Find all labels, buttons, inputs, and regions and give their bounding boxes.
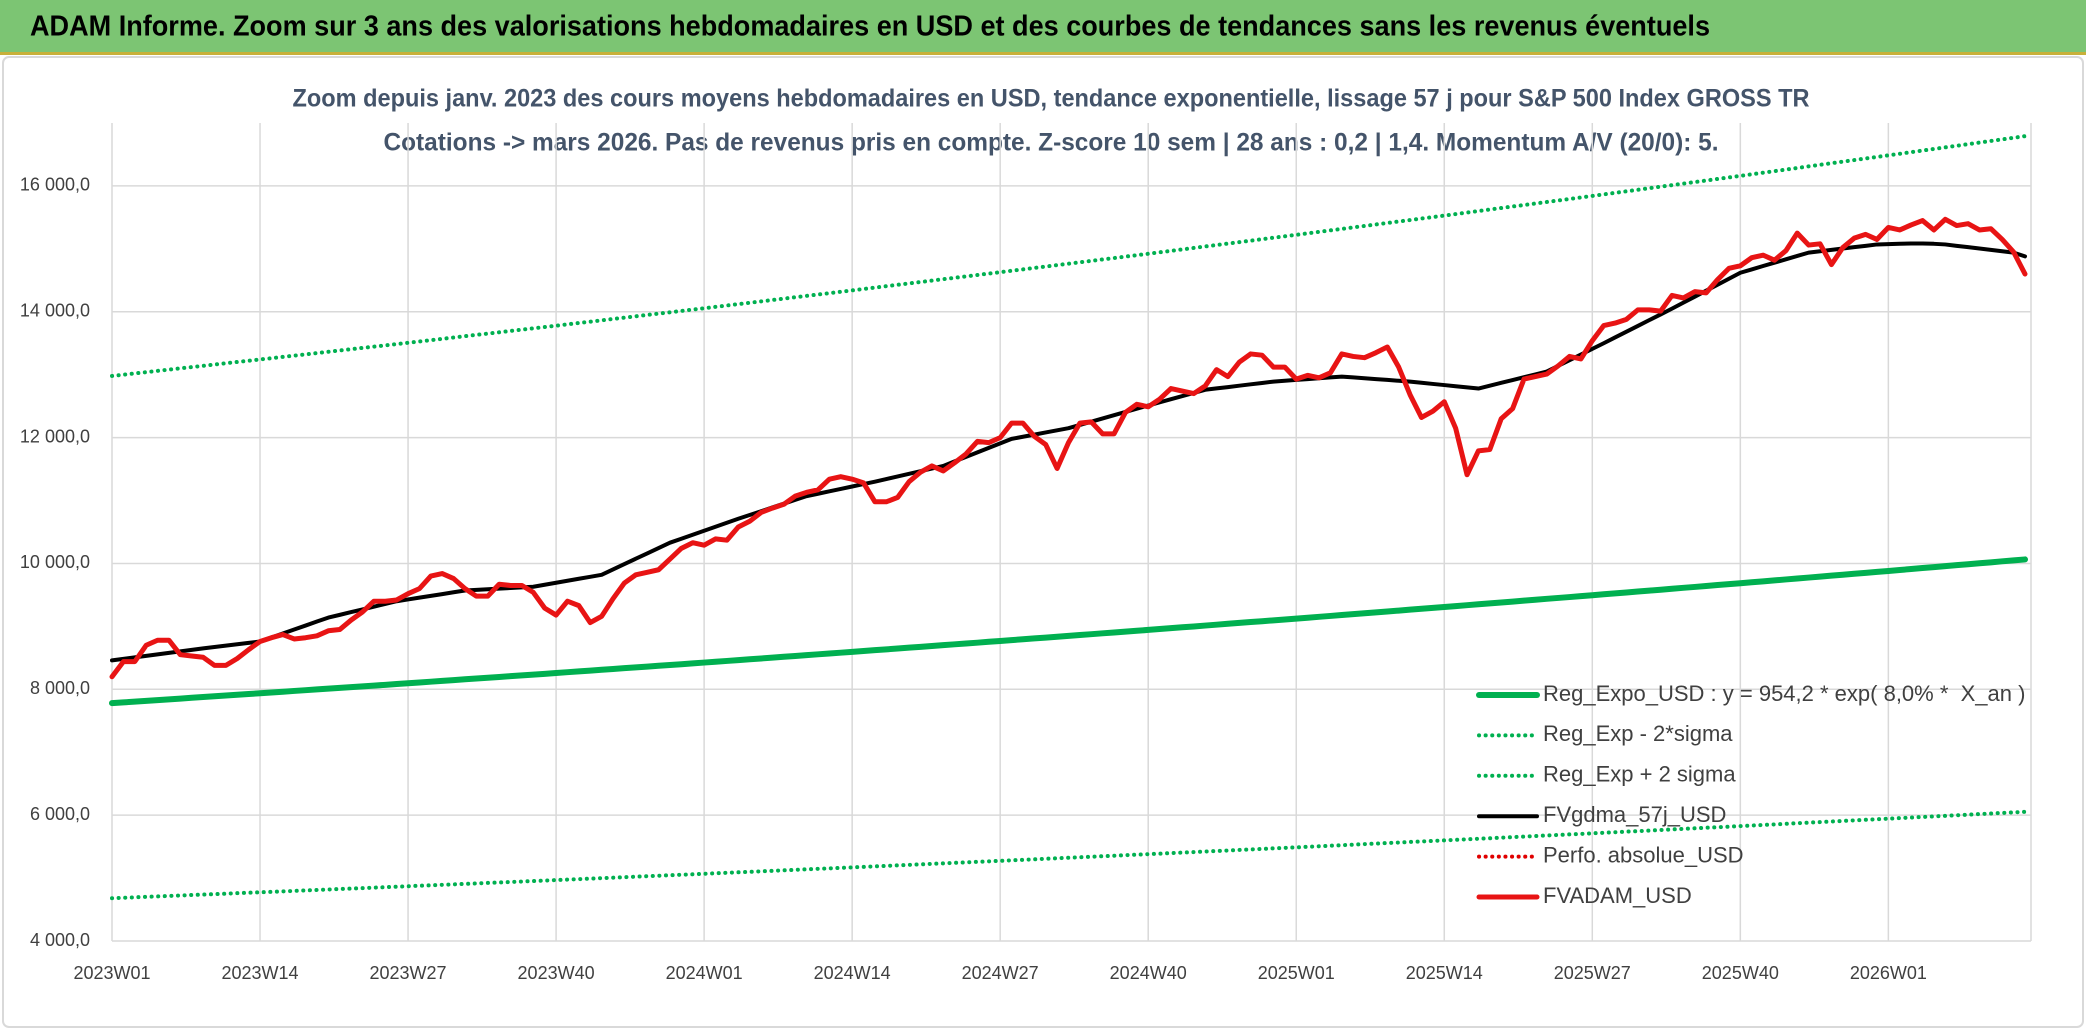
- x-tick-label: 2024W14: [814, 963, 891, 983]
- x-tick-label: 2023W40: [518, 963, 595, 983]
- x-tick-label: 2025W40: [1702, 963, 1779, 983]
- series-line: [110, 134, 2027, 378]
- series-line: [109, 216, 2028, 680]
- y-tick-label: 8 000,0: [30, 678, 90, 698]
- chart-area: [2, 56, 2084, 1028]
- x-tick-label: 2023W27: [370, 963, 447, 983]
- x-tick-label: 2023W14: [221, 963, 298, 983]
- header-title: ADAM Informe. Zoom sur 3 ans des valoris…: [30, 11, 1710, 43]
- y-tick-label: 16 000,0: [20, 175, 90, 195]
- chart-title: Zoom depuis janv. 2023 des cours moyens …: [293, 85, 1810, 113]
- header-bar: [0, 0, 2086, 52]
- x-tick-label: 2024W01: [666, 963, 743, 983]
- series-line: [110, 809, 2027, 901]
- y-tick-label: 14 000,0: [20, 301, 90, 321]
- x-tick-label: 2024W40: [1110, 963, 1187, 983]
- x-tick-label: 2025W01: [1258, 963, 1335, 983]
- x-tick-label: 2025W27: [1554, 963, 1631, 983]
- x-tick-label: 2026W01: [1850, 963, 1927, 983]
- chart-subtitle: Cotations -> mars 2026. Pas de revenus p…: [384, 129, 1719, 157]
- series-line: [109, 556, 2028, 707]
- legend-label: Reg_Exp - 2*sigma: [1543, 721, 1733, 746]
- legend-label: FVADAM_USD: [1543, 883, 1692, 908]
- legend-label: Reg_Expo_USD : y = 954,2 * exp( 8,0% * X…: [1543, 681, 2025, 706]
- y-tick-label: 12 000,0: [20, 426, 90, 446]
- x-tick-label: 2024W27: [962, 963, 1039, 983]
- legend-label: Perfo. absolue_USD: [1543, 842, 1744, 867]
- legend-label: FVgdma_57j_USD: [1543, 802, 1726, 827]
- header-rule: [0, 52, 2086, 55]
- legend-label: Reg_Exp + 2 sigma: [1543, 762, 1736, 787]
- y-tick-label: 10 000,0: [20, 552, 90, 572]
- y-tick-label: 6 000,0: [30, 804, 90, 824]
- x-tick-label: 2023W01: [73, 963, 150, 983]
- y-tick-label: 4 000,0: [30, 930, 90, 950]
- x-tick-label: 2025W14: [1406, 963, 1483, 983]
